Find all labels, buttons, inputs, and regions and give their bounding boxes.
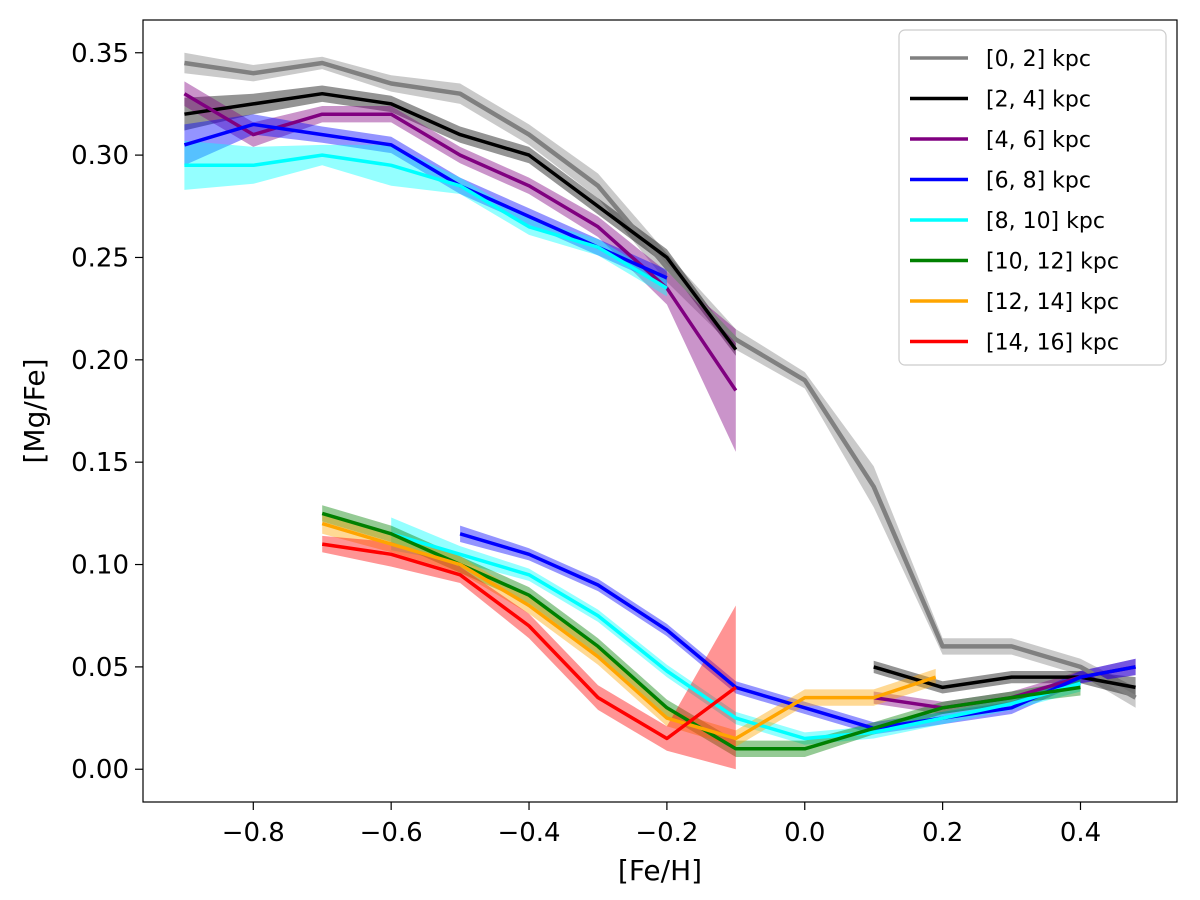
error-band-series-8-segment-1 — [322, 535, 736, 770]
series-line-8-segment-1 — [321, 542, 737, 741]
y-tick-label: 0.10 — [71, 551, 129, 581]
series-line-2-segment-2 — [873, 665, 1136, 690]
legend-label: [0, 2] kpc — [986, 47, 1091, 72]
x-axis-ticks: −0.8 −0.6 −0.4 −0.2 0.0 0.2 0.4 — [222, 802, 1101, 848]
x-tick-label: 0.2 — [922, 818, 963, 848]
y-tick-label: 0.05 — [71, 653, 129, 683]
x-tick-label: −0.2 — [635, 818, 698, 848]
legend: [0, 2] kpc [2, 4] kpc [4, 6] kpc [6, 8] kpc… — [898, 29, 1167, 366]
series-lines — [183, 60, 1137, 751]
y-tick-label: 0.20 — [71, 346, 129, 376]
y-axis-ticks: 0.00 0.05 0.10 0.15 0.20 0.25 0.30 0.35 — [71, 39, 143, 785]
x-tick-label: 0.0 — [784, 818, 825, 848]
series-line-1-segment-1 — [184, 60, 1137, 700]
error-band-series-6-segment-1 — [322, 505, 1081, 757]
plot-frame — [142, 19, 1178, 803]
x-tick-label: −0.4 — [497, 818, 560, 848]
legend-label: [10, 12] kpc — [986, 250, 1119, 275]
legend-label: [4, 6] kpc — [986, 128, 1091, 153]
legend-label: [2, 4] kpc — [986, 88, 1091, 113]
x-tick-label: −0.6 — [360, 818, 423, 848]
legend-label: [14, 16] kpc — [986, 331, 1119, 356]
x-axis-title: [Fe/H] — [618, 854, 702, 887]
y-tick-label: 0.30 — [71, 141, 129, 171]
legend-frame — [898, 29, 1167, 366]
series-line-2-segment-1 — [184, 91, 738, 351]
legend-label: [8, 10] kpc — [986, 209, 1105, 234]
y-tick-label: 0.00 — [71, 755, 129, 785]
series-line-5-segment-1 — [184, 153, 668, 290]
y-axis-title: [Mg/Fe] — [18, 358, 51, 463]
series-line-5-segment-2 — [390, 532, 1081, 741]
error-band-series-5-segment-1 — [184, 140, 667, 297]
y-tick-label: 0.15 — [71, 448, 129, 478]
error-band-series-3-segment-2 — [873, 658, 1136, 714]
x-tick-label: 0.4 — [1060, 818, 1101, 848]
x-tick-label: −0.8 — [222, 818, 285, 848]
legend-label: [6, 8] kpc — [986, 169, 1091, 194]
y-tick-label: 0.25 — [71, 243, 129, 273]
y-tick-label: 0.35 — [71, 39, 129, 69]
series-line-7-segment-1 — [321, 521, 937, 741]
legend-label: [12, 14] kpc — [986, 290, 1119, 315]
